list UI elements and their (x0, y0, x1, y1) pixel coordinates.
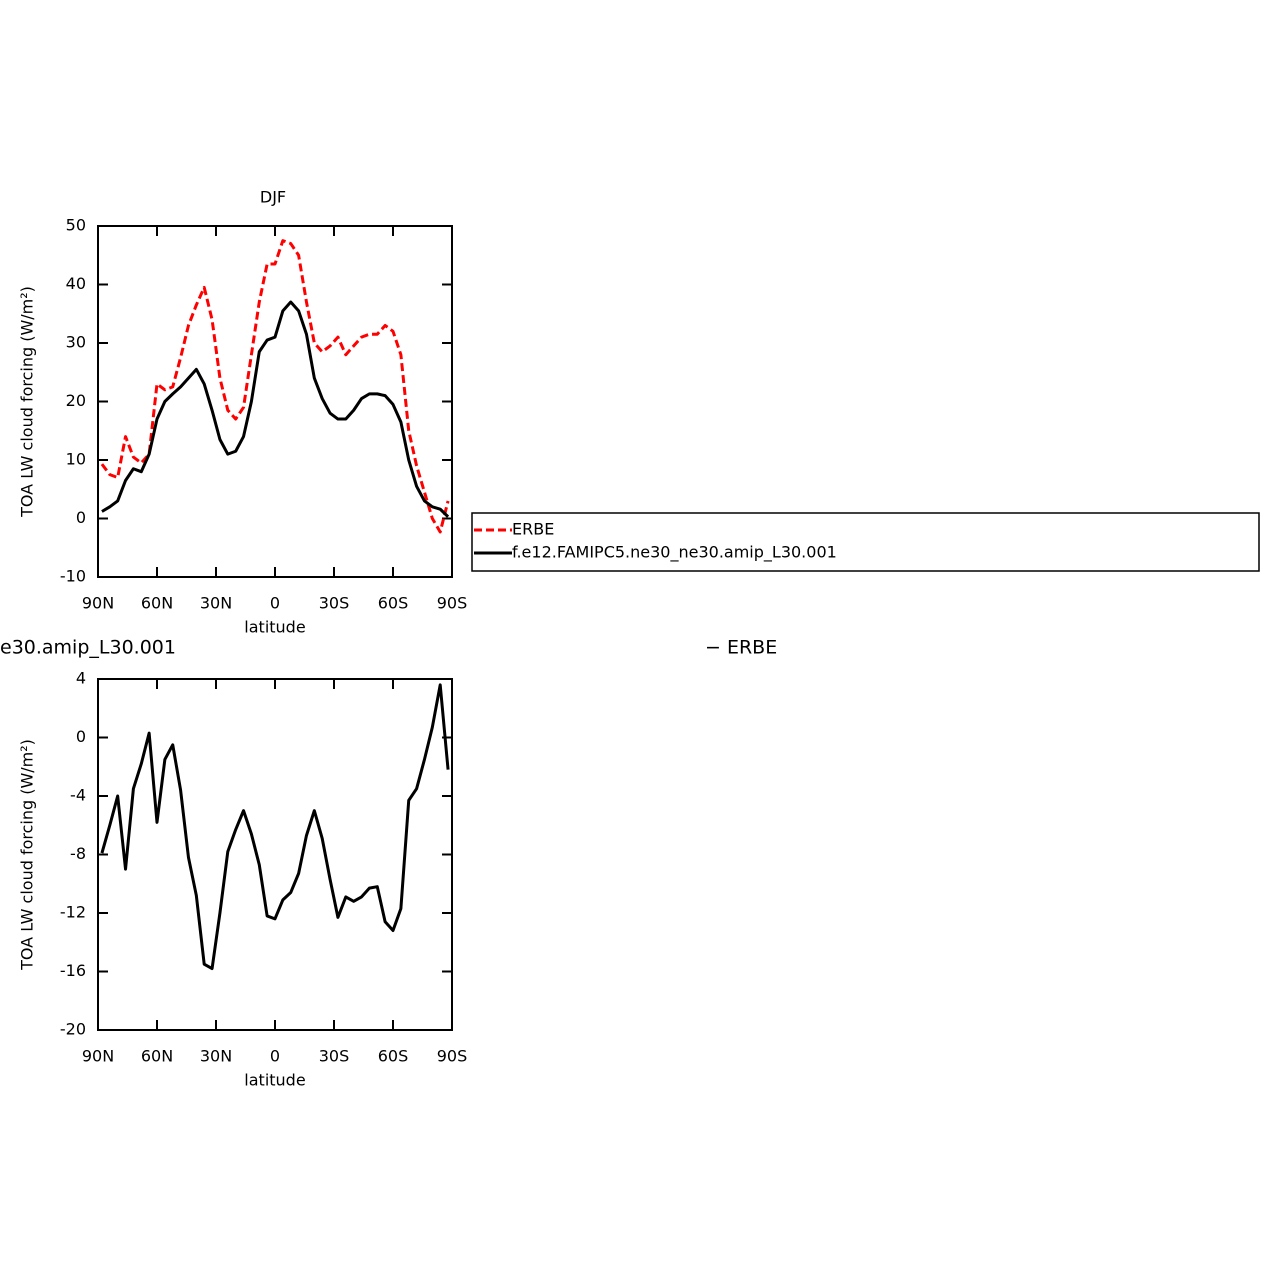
x-tick-label: 30N (200, 594, 232, 613)
data-line (101, 300, 450, 518)
data-line (100, 683, 450, 971)
y-axis-label: TOA LW cloud forcing (W/m²) (18, 739, 37, 971)
data-line (100, 239, 450, 534)
legend-label: f.e12.FAMIPC5.ne30_ne30.amip_L30.001 (512, 543, 837, 563)
y-tick-label: -16 (60, 961, 86, 980)
y-tick-label: 0 (76, 508, 86, 527)
chart-title: e30.amip_L30.001 (0, 637, 176, 659)
y-tick-label: -12 (60, 903, 86, 922)
y-tick-label: 50 (66, 216, 86, 235)
y-tick-label: 40 (66, 274, 86, 293)
y-tick-label: -10 (60, 567, 86, 586)
x-tick-label: 60S (378, 594, 409, 613)
x-axis-label: latitude (244, 618, 305, 637)
y-tick-label: 10 (66, 450, 86, 469)
legend-label: ERBE (512, 520, 554, 539)
y-tick-label: 4 (76, 669, 86, 688)
chart-title: − ERBE (705, 637, 777, 659)
y-tick-label: -20 (60, 1020, 86, 1039)
x-tick-label: 30N (200, 1047, 232, 1066)
y-tick-label: 0 (76, 727, 86, 746)
x-tick-label: 90N (82, 594, 114, 613)
x-axis-label: latitude (244, 1071, 305, 1090)
x-tick-label: 90S (437, 594, 468, 613)
x-tick-label: 30S (319, 1047, 350, 1066)
plot-frame (97, 678, 453, 1031)
y-tick-label: -8 (70, 844, 86, 863)
x-tick-label: 60N (141, 594, 173, 613)
x-tick-label: 60S (378, 1047, 409, 1066)
x-tick-label: 60N (141, 1047, 173, 1066)
plot-frame (97, 225, 453, 578)
x-tick-label: 30S (319, 594, 350, 613)
x-tick-label: 0 (270, 594, 280, 613)
y-axis-label: TOA LW cloud forcing (W/m²) (18, 286, 37, 518)
chart-title: DJF (260, 188, 286, 207)
y-tick-label: -4 (70, 786, 86, 805)
legend-box (471, 512, 1260, 572)
x-tick-label: 90N (82, 1047, 114, 1066)
y-tick-label: 20 (66, 391, 86, 410)
y-tick-label: 30 (66, 333, 86, 352)
x-tick-label: 0 (270, 1047, 280, 1066)
x-tick-label: 90S (437, 1047, 468, 1066)
